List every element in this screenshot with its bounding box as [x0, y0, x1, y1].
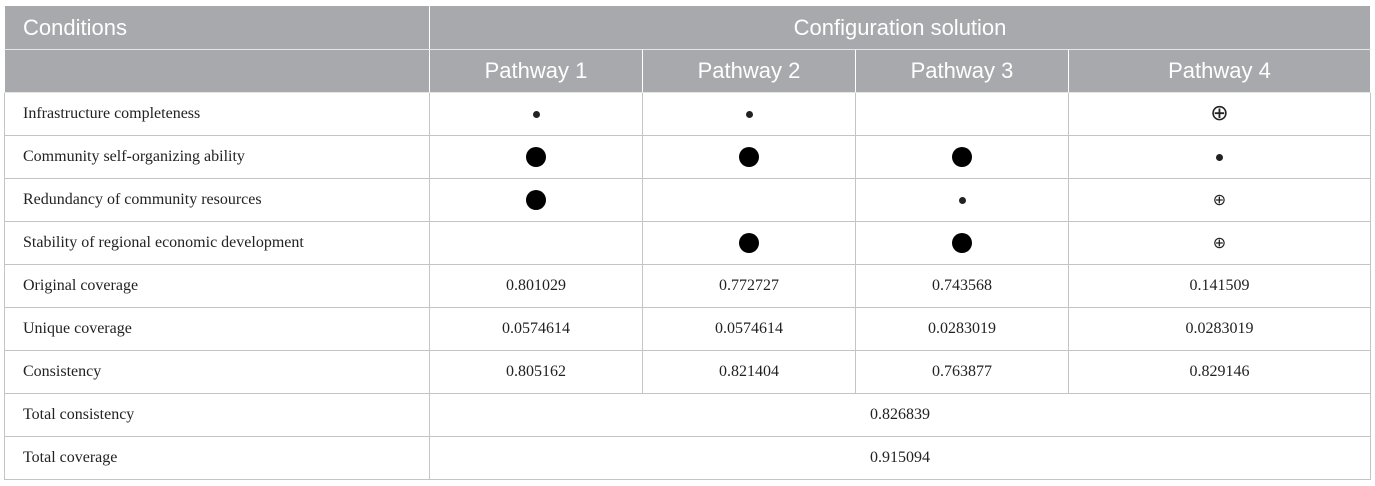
total-value: 0.915094	[429, 436, 1371, 480]
total-label: Total consistency	[4, 393, 430, 437]
metric-value: 0.829146	[1068, 350, 1371, 394]
qca-configuration-table: Conditions Configuration solution Pathwa…	[4, 5, 1371, 480]
header-pathway-3: Pathway 3	[855, 49, 1069, 93]
condition-row: Infrastructure completeness ⊕	[4, 92, 1371, 136]
condition-cell	[1068, 135, 1371, 179]
condition-cell	[642, 178, 856, 222]
header-pathway-2: Pathway 2	[642, 49, 856, 93]
condition-cell	[855, 178, 1069, 222]
condition-cell	[855, 92, 1069, 136]
peripheral-present-dot-icon	[532, 110, 540, 118]
metric-row-original-coverage: Original coverage 0.801029 0.772727 0.74…	[4, 264, 1371, 308]
metric-value: 0.0574614	[429, 307, 643, 351]
metric-value: 0.0574614	[642, 307, 856, 351]
peripheral-present-dot-icon	[745, 110, 753, 118]
condition-row: Community self-organizing ability	[4, 135, 1371, 179]
core-present-dot-icon	[526, 190, 546, 210]
condition-cell: ⊕	[1068, 221, 1371, 265]
metric-value: 0.0283019	[855, 307, 1069, 351]
condition-label: Community self-organizing ability	[4, 135, 430, 179]
metric-value: 0.0283019	[1068, 307, 1371, 351]
core-absent-circled-plus-icon: ⊕	[1210, 101, 1229, 126]
condition-row: Redundancy of community resources ⊕	[4, 178, 1371, 222]
condition-row: Stability of regional economic developme…	[4, 221, 1371, 265]
condition-cell	[642, 135, 856, 179]
total-label: Total coverage	[4, 436, 430, 480]
qca-configuration-table-container: Conditions Configuration solution Pathwa…	[4, 5, 1371, 480]
metric-row-consistency: Consistency 0.805162 0.821404 0.763877 0…	[4, 350, 1371, 394]
metric-value: 0.743568	[855, 264, 1069, 308]
header-row-1: Conditions Configuration solution	[4, 5, 1371, 50]
metric-value: 0.772727	[642, 264, 856, 308]
condition-label: Infrastructure completeness	[4, 92, 430, 136]
metric-label: Original coverage	[4, 264, 430, 308]
core-present-dot-icon	[952, 233, 972, 253]
header-conditions: Conditions	[4, 5, 430, 50]
metric-value: 0.805162	[429, 350, 643, 394]
condition-cell	[642, 92, 856, 136]
condition-cell	[855, 221, 1069, 265]
condition-label: Stability of regional economic developme…	[4, 221, 430, 265]
metric-value: 0.821404	[642, 350, 856, 394]
core-present-dot-icon	[739, 233, 759, 253]
header-pathway-1: Pathway 1	[429, 49, 643, 93]
condition-label: Redundancy of community resources	[4, 178, 430, 222]
metrics-body: Original coverage 0.801029 0.772727 0.74…	[4, 264, 1371, 480]
condition-cell	[429, 221, 643, 265]
condition-cell	[429, 178, 643, 222]
conditions-body: Infrastructure completeness ⊕ Community …	[4, 92, 1371, 265]
header-empty	[4, 49, 430, 93]
total-row-consistency: Total consistency 0.826839	[4, 393, 1371, 437]
total-row-coverage: Total coverage 0.915094	[4, 436, 1371, 480]
header-configuration-solution: Configuration solution	[429, 5, 1371, 50]
metric-value: 0.141509	[1068, 264, 1371, 308]
condition-cell: ⊕	[1068, 178, 1371, 222]
peripheral-present-dot-icon	[1216, 153, 1223, 161]
core-present-dot-icon	[739, 147, 759, 167]
metric-value: 0.801029	[429, 264, 643, 308]
header-pathway-4: Pathway 4	[1068, 49, 1371, 93]
peripheral-absent-circled-plus-icon: ⊕	[1212, 233, 1227, 253]
total-value: 0.826839	[429, 393, 1371, 437]
core-present-dot-icon	[526, 147, 546, 167]
header-row-2: Pathway 1 Pathway 2 Pathway 3 Pathway 4	[4, 49, 1371, 93]
metric-label: Unique coverage	[4, 307, 430, 351]
condition-cell	[429, 92, 643, 136]
metric-value: 0.763877	[855, 350, 1069, 394]
metric-label: Consistency	[4, 350, 430, 394]
condition-cell	[855, 135, 1069, 179]
core-present-dot-icon	[952, 147, 972, 167]
metric-row-unique-coverage: Unique coverage 0.0574614 0.0574614 0.02…	[4, 307, 1371, 351]
peripheral-absent-circled-plus-icon: ⊕	[1212, 190, 1227, 210]
peripheral-present-dot-icon	[958, 196, 966, 204]
condition-cell	[642, 221, 856, 265]
condition-cell	[429, 135, 643, 179]
condition-cell: ⊕	[1068, 92, 1371, 136]
